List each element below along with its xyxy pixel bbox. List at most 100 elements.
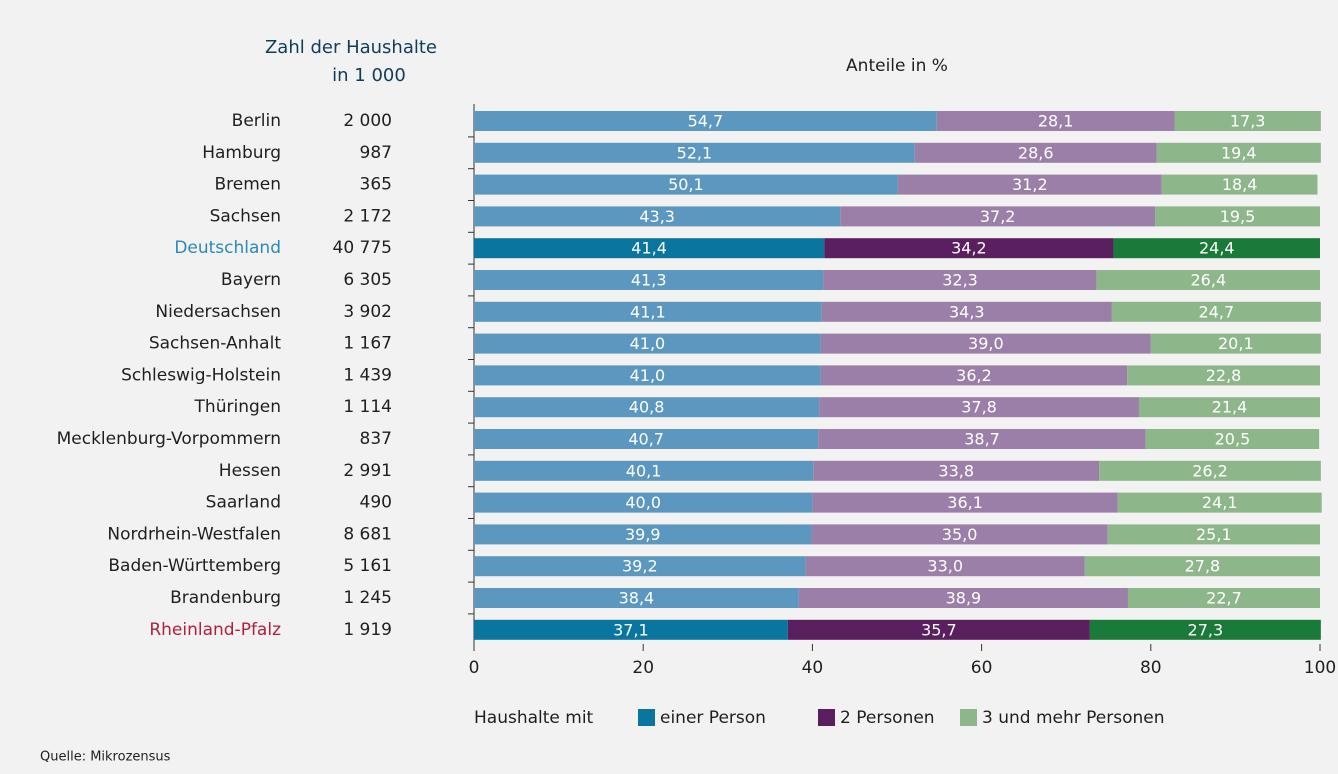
households-value: 1 919: [343, 620, 392, 640]
value-label: 41,0: [630, 334, 666, 353]
bar-segment: [1113, 238, 1320, 259]
value-label: 22,7: [1206, 589, 1242, 608]
legend-label: 2 Personen: [840, 708, 935, 728]
bar-segment: [897, 174, 1162, 195]
value-label: 25,1: [1196, 525, 1232, 544]
value-label: 21,4: [1212, 398, 1248, 417]
households-value: 6 305: [343, 270, 392, 290]
bar-segment: [474, 333, 821, 354]
bar-segment: [819, 397, 1139, 418]
bar-segment: [813, 460, 1100, 481]
value-label: 35,0: [942, 525, 978, 544]
x-tick-label: 100: [1304, 658, 1336, 678]
x-tick-label: 80: [1140, 658, 1162, 678]
value-label: 26,2: [1192, 461, 1228, 480]
value-label: 28,6: [1018, 143, 1054, 162]
legend-swatch: [818, 709, 835, 726]
value-label: 35,7: [921, 620, 957, 639]
value-label: 34,3: [949, 302, 985, 321]
x-tick-label: 60: [971, 658, 993, 678]
value-label: 38,4: [619, 589, 655, 608]
households-header: in 1 000: [332, 65, 406, 86]
households-value: 3 902: [343, 302, 392, 322]
households-value: 2 000: [343, 111, 392, 131]
bar-segment: [1155, 206, 1320, 227]
bar-segment: [818, 429, 1146, 449]
bar-segment: [474, 206, 841, 227]
bar-segment: [1089, 619, 1321, 640]
bar-segment: [1161, 174, 1318, 195]
value-label: 34,2: [951, 239, 987, 258]
category-label: Sachsen-Anhalt: [149, 334, 281, 354]
bar-segment: [1127, 365, 1320, 386]
source: Quelle: Mikrozensus: [40, 750, 171, 765]
value-label: 38,9: [946, 589, 982, 608]
households-value: 1 167: [343, 334, 392, 354]
value-label: 54,7: [688, 112, 724, 131]
households-value: 8 681: [343, 524, 392, 544]
category-label: Mecklenburg-Vorpommern: [57, 429, 281, 449]
bar-segment: [823, 270, 1097, 290]
bar-segment: [798, 588, 1128, 608]
value-label: 24,7: [1199, 302, 1235, 321]
bar-segment: [474, 524, 812, 545]
households-value: 365: [360, 175, 392, 195]
bar-segment: [474, 397, 820, 418]
households-value: 1 114: [343, 397, 392, 417]
households-value: 2 172: [343, 206, 392, 226]
bar-segment: [1138, 397, 1320, 418]
category-label: Rheinland-Pfalz: [149, 620, 281, 640]
bar-segment: [821, 301, 1112, 322]
bar-segment: [474, 460, 814, 481]
subtitle: Anteile in %: [846, 56, 948, 76]
bar-segment: [474, 270, 824, 290]
bar-segment: [474, 142, 915, 163]
value-label: 19,4: [1221, 143, 1257, 162]
legend-swatch: [638, 709, 655, 726]
value-label: 41,3: [631, 271, 667, 290]
category-label: Niedersachsen: [155, 302, 281, 322]
legend-title: Haushalte mit: [474, 708, 594, 728]
bar-segment: [1156, 142, 1321, 163]
value-label: 40,7: [628, 430, 664, 449]
bar-segment: [474, 301, 822, 322]
bar-segment: [1107, 524, 1320, 545]
bar-segment: [474, 429, 819, 449]
value-label: 36,2: [956, 366, 992, 385]
x-tick-label: 20: [632, 658, 654, 678]
households-value: 40 775: [333, 238, 392, 258]
value-label: 27,8: [1185, 557, 1221, 576]
bar-segment: [1127, 588, 1320, 608]
x-tick-label: 40: [802, 658, 824, 678]
value-label: 39,0: [968, 334, 1004, 353]
bar-segment: [1145, 429, 1320, 449]
value-label: 37,1: [613, 620, 649, 639]
value-label: 33,8: [938, 461, 974, 480]
value-label: 41,1: [630, 302, 666, 321]
households-value: 1 245: [343, 588, 392, 608]
households-value: 1 439: [343, 365, 392, 385]
value-label: 17,3: [1230, 112, 1266, 131]
value-label: 39,9: [625, 525, 661, 544]
value-label: 37,2: [980, 207, 1016, 226]
bar-segment: [805, 556, 1085, 577]
category-label: Bayern: [221, 270, 281, 290]
legend-swatch: [960, 709, 977, 726]
category-label: Berlin: [232, 111, 281, 131]
category-label: Baden-Württemberg: [108, 556, 281, 576]
value-label: 33,0: [927, 557, 963, 576]
value-label: 39,2: [622, 557, 658, 576]
value-label: 20,1: [1218, 334, 1254, 353]
bar-segment: [914, 142, 1157, 163]
bar-segment: [787, 619, 1090, 640]
households-value: 490: [360, 493, 392, 513]
bar-segment: [820, 365, 1128, 386]
value-label: 24,1: [1202, 493, 1238, 512]
category-label: Bremen: [214, 175, 281, 195]
value-label: 43,3: [639, 207, 675, 226]
bar-segment: [1084, 556, 1320, 577]
value-label: 22,8: [1206, 366, 1242, 385]
bar-segment: [474, 588, 799, 608]
bar-segment: [811, 524, 1108, 545]
